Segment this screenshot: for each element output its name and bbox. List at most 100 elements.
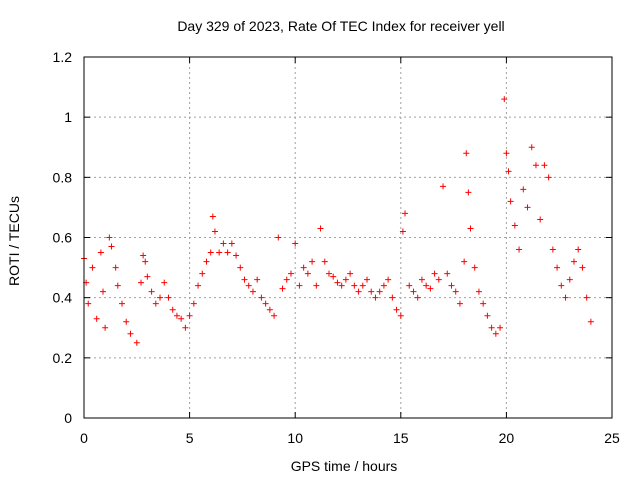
axis-ticks <box>83 56 613 419</box>
data-point <box>108 243 115 250</box>
data-point <box>471 264 478 271</box>
data-point <box>583 294 590 301</box>
x-tick-label: 15 <box>393 430 409 446</box>
data-point <box>127 330 134 337</box>
data-point <box>186 312 193 319</box>
data-point <box>321 258 328 265</box>
data-point <box>497 324 504 331</box>
data-point <box>532 162 539 169</box>
data-point <box>140 252 147 259</box>
data-point <box>467 225 474 232</box>
data-point <box>368 288 375 295</box>
data-point <box>233 252 240 259</box>
data-point <box>372 294 379 301</box>
data-point <box>456 300 463 307</box>
x-tick-label: 0 <box>80 430 88 446</box>
data-point <box>488 324 495 331</box>
data-point <box>254 276 261 283</box>
data-point <box>484 312 491 319</box>
grid-lines <box>84 57 612 418</box>
data-point <box>516 246 523 253</box>
x-axis-label: GPS time / hours <box>291 458 398 474</box>
data-point <box>304 270 311 277</box>
data-point <box>245 282 252 289</box>
x-tick-label: 10 <box>287 430 303 446</box>
data-point <box>152 300 159 307</box>
data-point <box>283 276 290 283</box>
data-point <box>119 300 126 307</box>
data-point <box>123 318 130 325</box>
data-point <box>347 270 354 277</box>
data-point <box>431 270 438 277</box>
y-tick-label: 1 <box>64 109 72 125</box>
data-point <box>266 306 273 313</box>
data-point <box>199 270 206 277</box>
data-point <box>528 144 535 151</box>
data-point <box>195 282 202 289</box>
chart-title: Day 329 of 2023, Rate Of TEC Index for r… <box>177 18 504 34</box>
data-point <box>579 264 586 271</box>
data-point <box>501 96 508 103</box>
data-point <box>102 324 109 331</box>
y-tick-label: 1.2 <box>53 49 73 65</box>
data-point <box>207 249 214 256</box>
data-point <box>511 222 518 229</box>
data-point <box>402 210 409 217</box>
data-point <box>393 306 400 313</box>
data-point <box>330 273 337 280</box>
scatter-points <box>81 96 594 346</box>
data-point <box>262 300 269 307</box>
data-point <box>410 288 417 295</box>
data-point <box>258 294 265 301</box>
data-point <box>448 282 455 289</box>
data-point <box>549 246 556 253</box>
data-point <box>97 249 104 256</box>
data-point <box>575 246 582 253</box>
data-point <box>397 312 404 319</box>
data-point <box>406 282 413 289</box>
data-point <box>342 276 349 283</box>
data-point <box>178 315 185 322</box>
x-tick-labels: 0 5 10 15 20 25 <box>80 430 620 446</box>
data-point <box>292 240 299 247</box>
data-point <box>309 258 316 265</box>
data-point <box>279 285 286 292</box>
data-point <box>380 282 387 289</box>
data-point <box>355 288 362 295</box>
data-point <box>537 216 544 223</box>
data-point <box>275 234 282 241</box>
data-point <box>190 300 197 307</box>
data-point <box>389 294 396 301</box>
data-point <box>100 288 107 295</box>
data-point <box>507 198 514 205</box>
data-point <box>161 279 168 286</box>
data-point <box>271 312 278 319</box>
data-point <box>435 276 442 283</box>
data-point <box>203 258 210 265</box>
data-point <box>463 150 470 157</box>
data-point <box>558 282 565 289</box>
data-point <box>475 288 482 295</box>
data-point <box>237 264 244 271</box>
data-point <box>216 249 223 256</box>
y-axis-label: ROTI / TECUs <box>6 196 22 286</box>
data-point <box>423 282 430 289</box>
data-point <box>570 258 577 265</box>
data-point <box>503 150 510 157</box>
data-point <box>224 249 231 256</box>
data-point <box>165 294 172 301</box>
data-point <box>300 264 307 271</box>
data-point <box>148 288 155 295</box>
data-point <box>182 324 189 331</box>
data-point <box>505 168 512 175</box>
data-point <box>545 174 552 181</box>
data-point <box>144 273 151 280</box>
data-point <box>209 213 216 220</box>
data-point <box>414 294 421 301</box>
data-point <box>133 339 140 346</box>
data-point <box>452 288 459 295</box>
data-point <box>359 282 366 289</box>
data-point <box>296 282 303 289</box>
data-point <box>492 330 499 337</box>
